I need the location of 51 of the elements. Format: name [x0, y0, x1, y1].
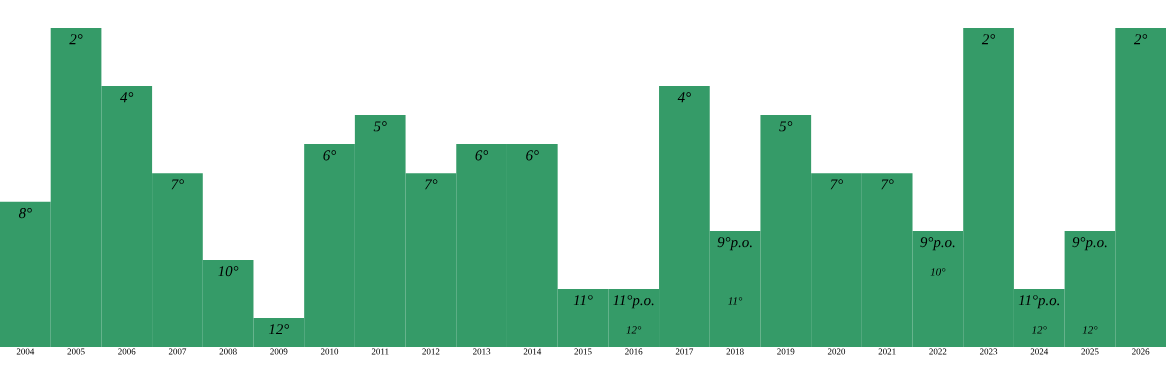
- annotation: 5°: [779, 121, 793, 132]
- x-tick-label: 2012: [422, 348, 440, 355]
- annotation: 9°p.o.: [920, 237, 955, 251]
- annotation: 7°: [830, 179, 843, 190]
- annotation: 10°: [930, 268, 946, 276]
- annotation: 6°: [323, 150, 336, 161]
- annotation: 11°p.o.: [613, 295, 654, 309]
- annotation: 8°: [18, 208, 32, 219]
- x-tick-label: 2013: [473, 348, 491, 355]
- annotation: 7°: [881, 179, 894, 190]
- annotation: 2°: [69, 34, 83, 45]
- x-tick-label: 2016: [625, 348, 643, 355]
- x-tick-label: 2026: [1132, 348, 1150, 355]
- annotation: 6°: [475, 150, 489, 161]
- annotation: 4°: [677, 92, 691, 103]
- annotation: 11°: [573, 295, 593, 306]
- x-tick-label: 2006: [118, 348, 136, 355]
- x-tick-label: 2005: [67, 348, 85, 355]
- annotation: 7°: [171, 179, 184, 190]
- x-tick-label: 2014: [523, 348, 542, 355]
- annotation: 2°: [981, 34, 996, 45]
- x-tick-label: 2024: [1030, 348, 1049, 355]
- x-tick-label: 2017: [675, 348, 694, 355]
- annotation: 12°: [626, 326, 642, 334]
- x-tick-label: 2009: [270, 348, 288, 355]
- x-tick-label: 2008: [219, 348, 237, 355]
- x-tick-label: 2010: [320, 348, 339, 355]
- annotation: 4°: [120, 92, 134, 103]
- x-tick-label: 2023: [979, 348, 998, 355]
- annotation: 2°: [1133, 34, 1148, 45]
- annotation: 11°p.o.: [1018, 295, 1060, 309]
- annotation: 5°: [373, 121, 387, 132]
- x-tick-label: 2011: [371, 348, 389, 355]
- annotation: 11°: [728, 297, 743, 305]
- x-tick-label: 2022: [929, 348, 947, 355]
- x-tick-label: 2021: [878, 348, 896, 355]
- x-tick-label: 2004: [16, 348, 35, 355]
- x-tick-label: 2019: [777, 348, 795, 355]
- annotation: 12°: [268, 324, 290, 335]
- annotation: 6°: [526, 150, 539, 161]
- annotation: 12°: [1082, 326, 1098, 334]
- x-tick-label: 2018: [726, 348, 744, 355]
- annotation: 9°p.o.: [717, 237, 752, 251]
- x-tick-label: 2025: [1081, 348, 1099, 355]
- annotation: 12°: [1031, 326, 1047, 334]
- x-tick-label: 2020: [827, 348, 846, 355]
- annotation: 9°p.o.: [1072, 237, 1107, 251]
- x-tick-label: 2007: [168, 348, 187, 355]
- annotation: 10°: [218, 266, 239, 277]
- x-tick-label: 2015: [574, 348, 592, 355]
- annotation: 7°: [425, 179, 438, 190]
